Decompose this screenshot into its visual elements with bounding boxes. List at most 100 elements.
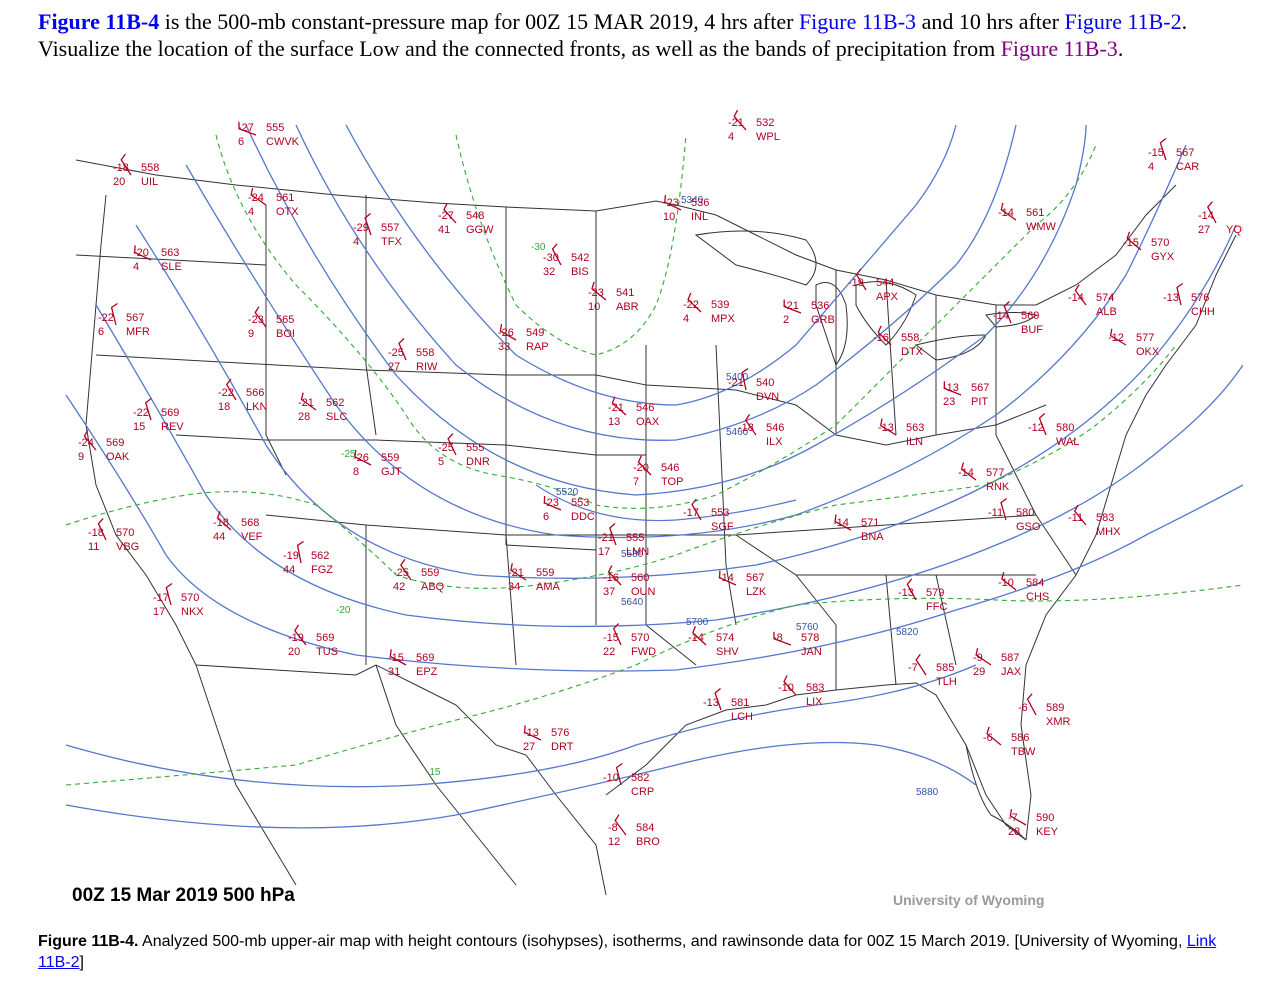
- station-temperature: -6: [1018, 702, 1028, 714]
- upper-air-map: 5340 5400 5460 5520 5580 5640 5700 5760 5820 5880…: [36, 105, 1243, 915]
- station-id: MPX: [711, 313, 736, 325]
- station-ddc: -23 553 6 DDC: [543, 495, 595, 523]
- wind-barb: [691, 498, 702, 521]
- wind-barb: [144, 397, 152, 421]
- station-height: 570: [631, 632, 649, 644]
- station-id: DNR: [466, 456, 490, 468]
- station-height: 553: [711, 507, 729, 519]
- station-lkn: -22 566 18 LKN: [218, 378, 267, 413]
- station-id: DRT: [551, 741, 574, 753]
- station-temperature: -14: [993, 310, 1009, 322]
- station-id: CHS: [1026, 591, 1049, 603]
- station-id: LMN: [626, 546, 649, 558]
- station-lzk: -14 567 LZK: [718, 570, 767, 598]
- station-temperature: -13: [523, 727, 539, 739]
- station-height: 559: [421, 567, 439, 579]
- figure-11b4-link[interactable]: Figure 11B-4: [38, 9, 160, 34]
- station-vef: -18 568 44 VEF: [213, 511, 263, 543]
- station-height: 577: [1136, 332, 1154, 344]
- station-temperature: -14: [688, 632, 704, 644]
- wind-barb: [510, 563, 527, 581]
- station-height: 560: [631, 572, 649, 584]
- station-dewpoint: 20: [288, 646, 300, 658]
- wind-barb: [975, 647, 992, 666]
- station-id: SGF: [711, 521, 734, 533]
- station-temperature: -13: [1163, 292, 1179, 304]
- station-id: BIS: [571, 266, 589, 278]
- station-height: 569: [316, 632, 334, 644]
- station-height: 561: [1026, 207, 1044, 219]
- station-dewpoint: 8: [353, 466, 359, 478]
- station-id: MHX: [1096, 526, 1121, 538]
- station-dewpoint: 15: [133, 421, 145, 433]
- station-id: OTX: [276, 206, 299, 218]
- station-height: 590: [1036, 812, 1054, 824]
- wind-barb: [714, 688, 722, 711]
- station-temperature: -10: [603, 772, 619, 784]
- figure-11b3-link-visited[interactable]: Figure 11B-3: [1000, 36, 1118, 61]
- station-id: BUF: [1021, 324, 1043, 336]
- height-label-5340: 5340: [681, 195, 704, 206]
- station-id: FFC: [926, 601, 947, 613]
- height-label-5820: 5820: [896, 627, 919, 638]
- station-yqi: -14 27 YQI: [1198, 201, 1243, 236]
- station-dewpoint: 32: [543, 266, 555, 278]
- wind-barb: [611, 396, 627, 416]
- figure-11b3-link[interactable]: Figure 11B-3: [798, 9, 917, 34]
- station-temperature: -18: [88, 527, 104, 539]
- station-id: CHH: [1191, 306, 1215, 318]
- wind-barb: [250, 187, 267, 206]
- station-height: 546: [636, 402, 654, 414]
- figure-11b2-link[interactable]: Figure 11B-2: [1064, 9, 1182, 34]
- map-credit: University of Wyoming: [893, 892, 1044, 908]
- station-top: -20 546 7 TOP: [633, 455, 683, 488]
- station-temperature: -19: [288, 632, 304, 644]
- station-ilx: -18 546 ILX: [738, 414, 784, 448]
- station-temperature: -16: [873, 332, 889, 344]
- wind-barb: [615, 762, 623, 786]
- isotherm-label: -15: [426, 767, 441, 778]
- wind-barb: [637, 455, 652, 476]
- station-temperature: -21: [508, 567, 524, 579]
- station-dewpoint: 11: [88, 541, 99, 553]
- station-temperature: -13: [943, 382, 959, 394]
- station-sle: -20 563 4 SLE: [133, 245, 182, 273]
- wind-barb: [1026, 693, 1037, 716]
- station-slc: -21 562 28 SLC: [298, 392, 347, 423]
- station-mhx: -11 583 MHX: [1068, 504, 1121, 538]
- station-dewpoint: 5: [438, 456, 444, 468]
- station-sgf: -17 553 SGF: [683, 498, 734, 533]
- map-boundaries: [75, 159, 1237, 896]
- station-temperature: -17: [683, 507, 699, 519]
- wind-barb: [1074, 284, 1087, 306]
- isotherm-label: -20: [336, 605, 351, 616]
- station-tbw: -6 586 TBW: [983, 726, 1036, 758]
- station-dewpoint: 17: [598, 546, 610, 558]
- wind-barb: [664, 195, 682, 211]
- wind-shear-lines: [535, 484, 797, 522]
- station-height: 583: [806, 682, 824, 694]
- station-height: 546: [661, 462, 679, 474]
- station-temperature: -7: [1008, 812, 1018, 824]
- station-temperature: -29: [353, 222, 369, 234]
- station-id: RIW: [416, 361, 438, 373]
- station-height: 574: [1096, 292, 1114, 304]
- station-cwvk: -27 555 6 CWVK: [238, 121, 300, 148]
- station-mpx: -22 539 4 MPX: [683, 292, 736, 325]
- wind-barb: [1000, 202, 1017, 221]
- station-temperature: -26: [353, 452, 369, 464]
- wind-barb: [783, 299, 802, 314]
- caption-link[interactable]: Link 11B-2: [38, 933, 1217, 971]
- station-temperature: -12: [1108, 332, 1124, 344]
- wind-barb: [97, 518, 107, 541]
- station-id: TFX: [381, 236, 402, 248]
- station-height: 571: [861, 517, 879, 529]
- station-id: LCH: [731, 711, 753, 723]
- height-label-5700: 5700: [686, 617, 709, 628]
- station-id: BOI: [276, 328, 295, 340]
- station-height: 567: [1176, 147, 1194, 159]
- wind-barb: [443, 203, 457, 224]
- wind-barb: [1038, 413, 1047, 436]
- station-wal: -12 580 WAL: [1028, 413, 1079, 448]
